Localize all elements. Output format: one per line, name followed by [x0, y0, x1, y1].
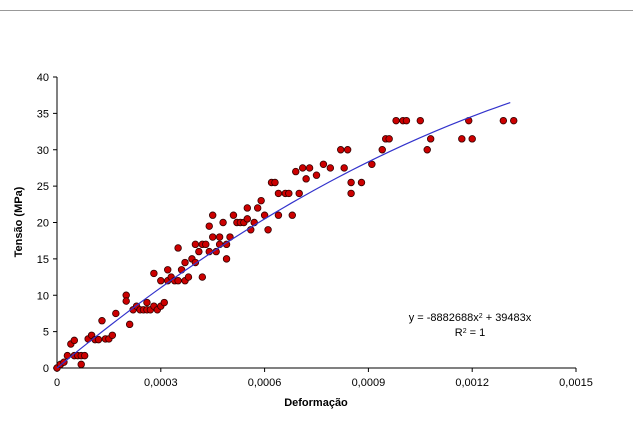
y-axis-title: Tensão (MPa): [13, 186, 25, 257]
data-point: [181, 258, 189, 267]
y-tick-label: 25: [37, 181, 49, 193]
data-point: [357, 178, 366, 187]
data-point: [164, 266, 172, 274]
data-point: [271, 178, 279, 187]
data-point: [208, 233, 217, 241]
data-point: [198, 273, 207, 281]
x-tick-label: 0,0009: [352, 377, 386, 389]
data-point: [319, 160, 328, 168]
data-point: [426, 135, 435, 143]
data-point: [288, 211, 296, 219]
data-point: [298, 164, 307, 172]
data-point: [219, 218, 227, 227]
data-point: [347, 178, 355, 187]
x-tick-label: 0: [54, 377, 60, 389]
data-point: [70, 336, 78, 345]
data-point: [392, 116, 400, 125]
data-point: [402, 116, 411, 125]
data-point: [80, 351, 89, 360]
data-point: [143, 298, 151, 307]
data-point: [305, 164, 314, 172]
data-point: [222, 255, 231, 263]
data-point: [468, 135, 476, 143]
data-point: [385, 135, 393, 143]
data-point: [157, 277, 165, 285]
data-point: [125, 320, 134, 329]
data-point: [416, 116, 424, 125]
y-tick-label: 5: [43, 327, 49, 339]
data-point: [208, 211, 217, 219]
data-point: [243, 215, 251, 223]
r2-part: R: [455, 327, 463, 339]
eq-exponent: 2: [479, 313, 483, 320]
data-point: [174, 244, 182, 252]
x-tick-label: 0,0006: [248, 377, 282, 389]
data-point: [202, 240, 210, 249]
data-point: [184, 273, 193, 281]
x-tick-label: 0,0003: [144, 377, 178, 389]
data-point: [108, 331, 117, 339]
y-tick-label: 20: [37, 218, 49, 230]
data-point: [195, 247, 203, 256]
data-point: [458, 135, 466, 143]
data-point: [257, 196, 265, 205]
eq-part: y = -8882688x: [409, 312, 480, 324]
y-tick-label: 40: [37, 72, 49, 84]
trendline: [56, 102, 511, 369]
data-point: [160, 298, 168, 307]
data-point: [510, 116, 518, 125]
data-point: [150, 269, 158, 278]
data-point: [112, 309, 120, 318]
data-point: [340, 164, 348, 172]
eq-part: + 39483x: [483, 312, 532, 324]
y-tick-label: 0: [43, 363, 49, 375]
y-tick-label: 30: [37, 145, 49, 157]
y-tick-label: 15: [37, 254, 49, 266]
data-point: [337, 146, 345, 154]
data-point: [292, 167, 300, 176]
data-point: [312, 171, 321, 179]
r2-part: = 1: [467, 327, 486, 339]
data-point: [229, 211, 238, 219]
data-point: [378, 146, 386, 154]
data-point: [302, 175, 310, 183]
trend-equation: y = -8882688x2 + 39483x: [409, 312, 532, 324]
data-point: [215, 233, 224, 241]
data-point: [295, 189, 303, 198]
data-point: [499, 116, 508, 125]
data-point: [274, 189, 283, 198]
data-point: [368, 160, 376, 168]
data-point: [347, 189, 355, 198]
y-tick-label: 10: [37, 290, 49, 302]
data-point: [174, 277, 182, 285]
data-point: [77, 360, 85, 369]
x-tick-label: 0,0012: [455, 377, 489, 389]
data-point: [122, 297, 130, 305]
data-point: [326, 164, 335, 172]
data-point: [264, 226, 272, 234]
data-point: [98, 317, 106, 325]
data-point: [94, 335, 103, 344]
data-point: [191, 240, 200, 249]
x-tick-label: 0,0015: [559, 377, 593, 389]
data-point: [343, 146, 352, 154]
data-point: [205, 222, 213, 230]
trend-r2: R2 = 1: [455, 327, 486, 339]
data-point: [274, 211, 283, 219]
data-point: [423, 146, 431, 154]
data-point: [285, 189, 293, 198]
r2-exponent: 2: [463, 328, 467, 335]
data-point: [253, 204, 262, 212]
y-tick-label: 35: [37, 108, 49, 120]
x-axis-title: Deformação: [284, 397, 348, 409]
data-point: [243, 204, 251, 212]
